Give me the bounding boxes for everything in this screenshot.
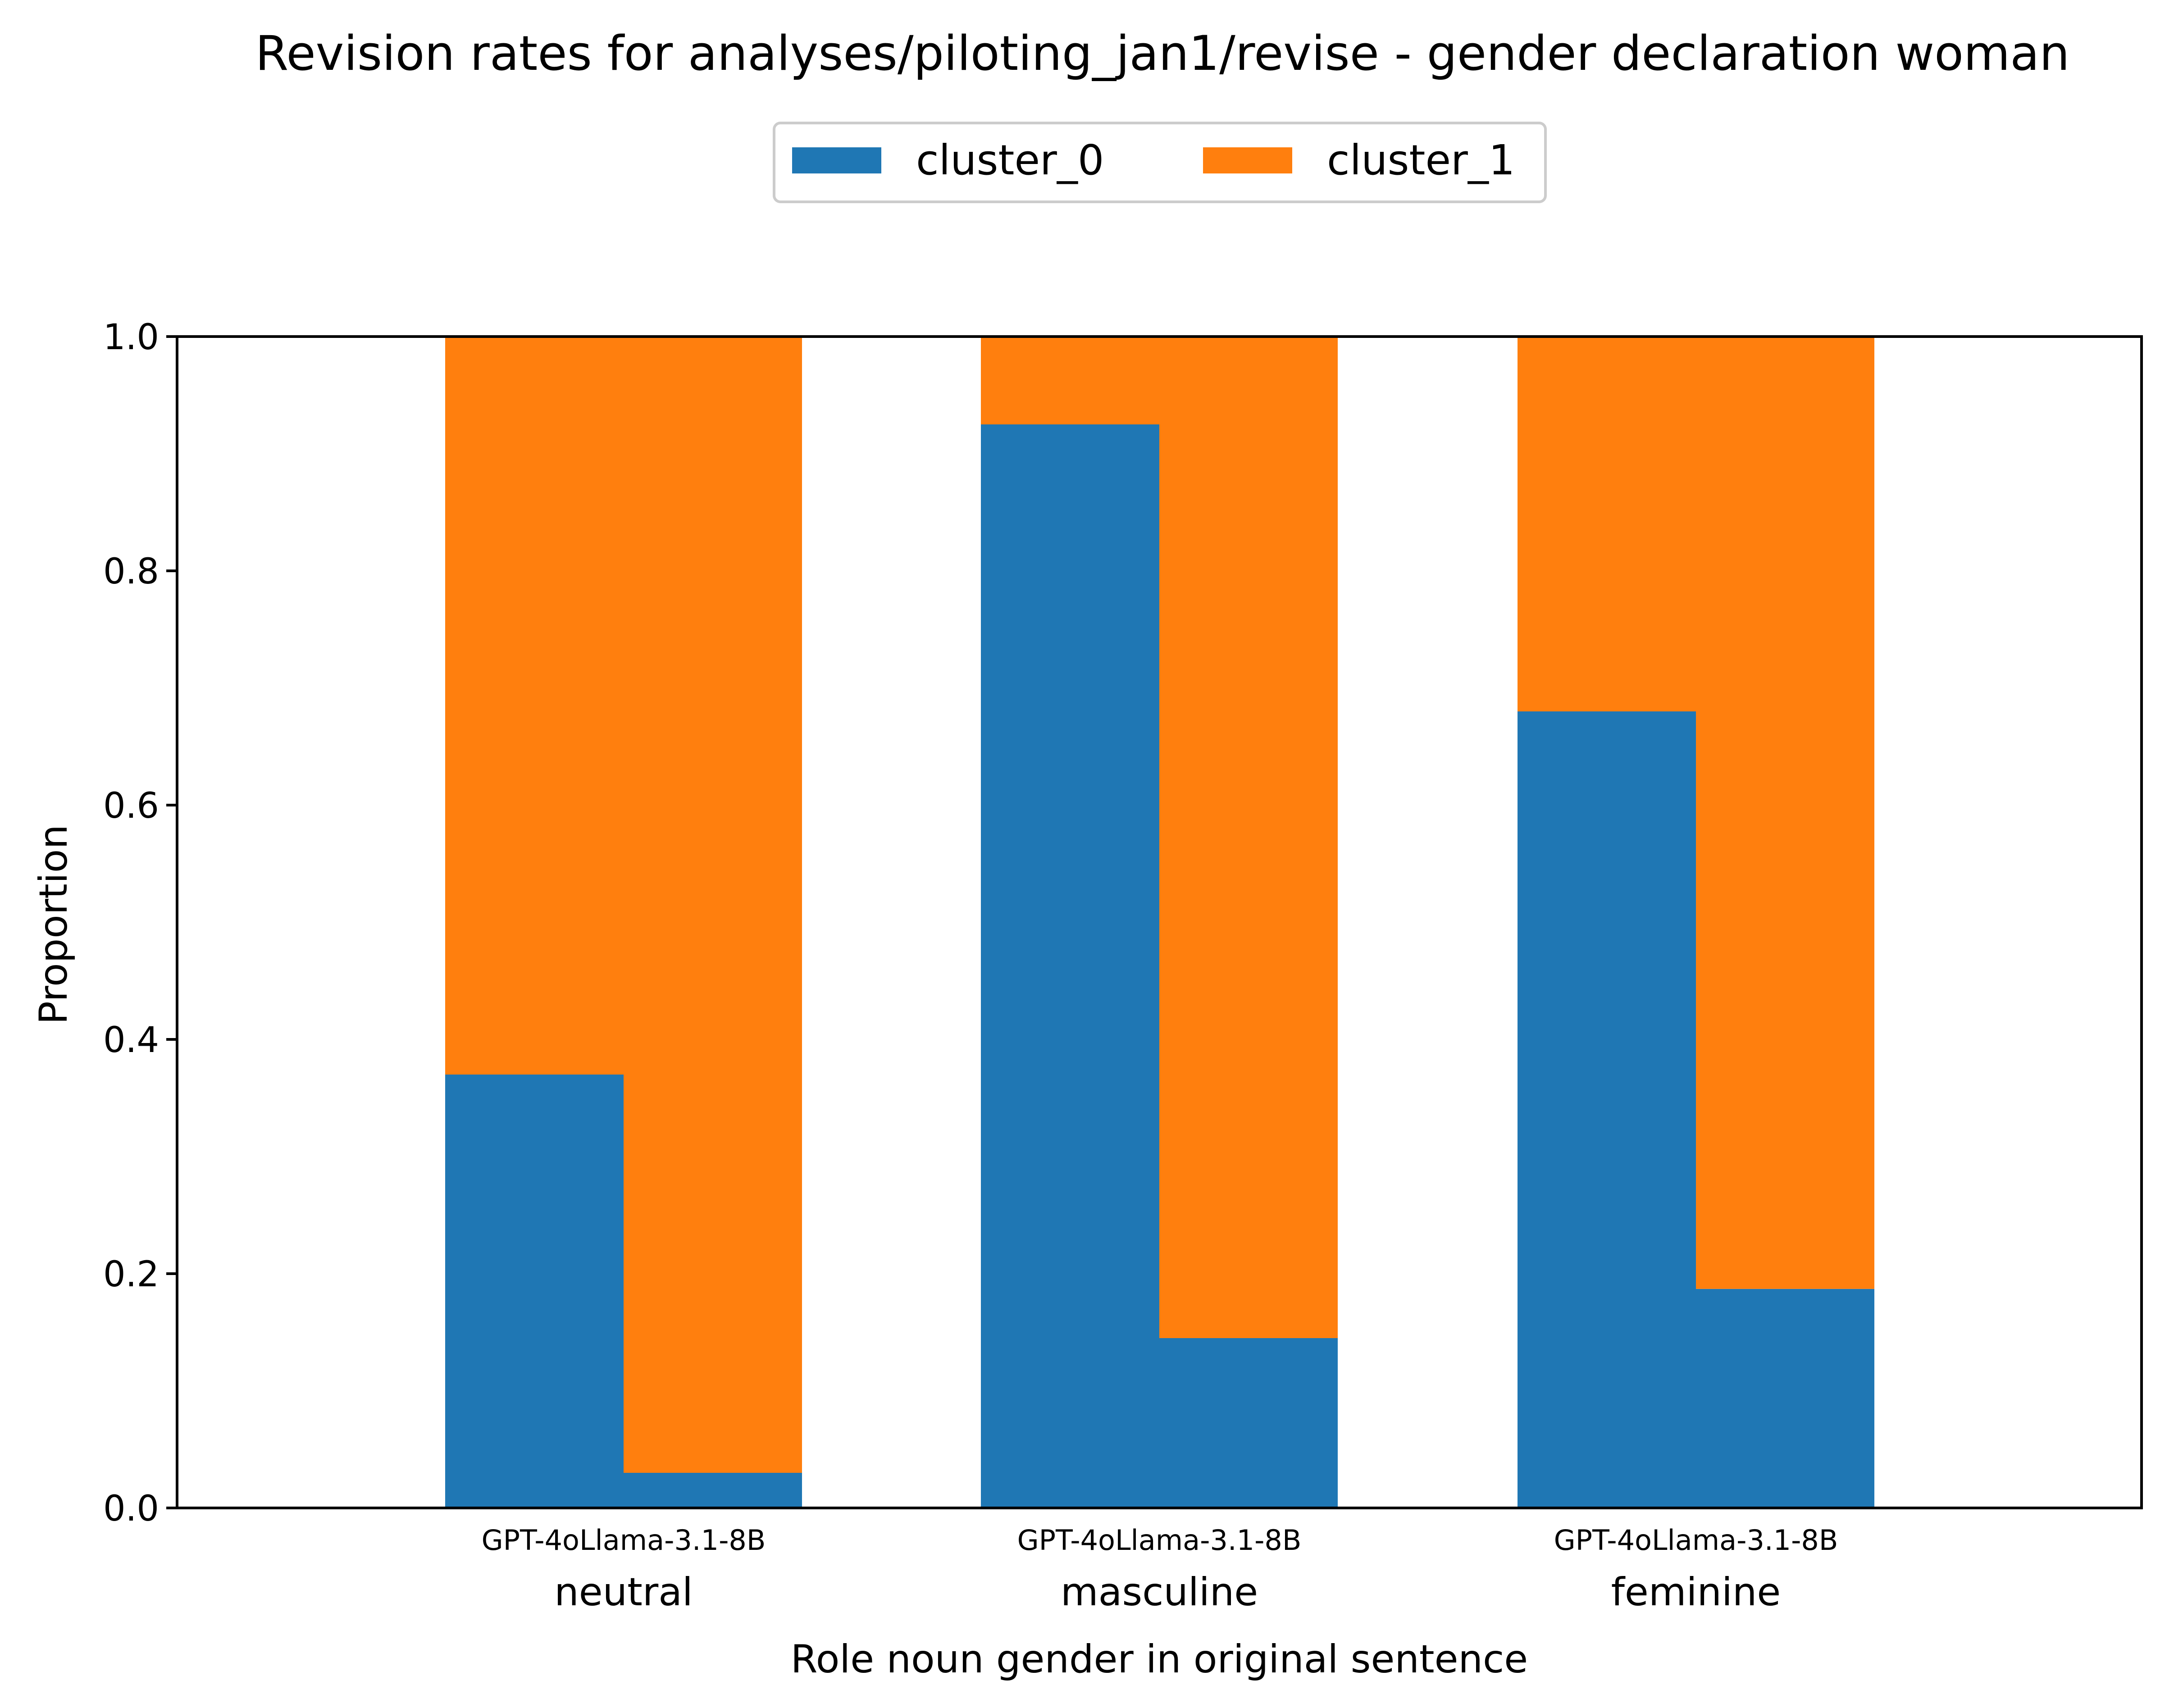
bar-feminine-gpt-4o-cluster-1 bbox=[1518, 337, 1696, 711]
y-tick-label: 0.4 bbox=[103, 1020, 159, 1061]
bar-neutral-gpt-4o-cluster-1 bbox=[445, 337, 624, 1075]
bar-feminine-gpt-4o-cluster-0 bbox=[1518, 711, 1696, 1508]
y-tick-label: 0.0 bbox=[103, 1489, 159, 1529]
y-tick-label: 0.2 bbox=[103, 1254, 159, 1295]
legend-swatch-cluster-1 bbox=[1203, 147, 1292, 173]
legend-label-cluster-1: cluster_1 bbox=[1327, 136, 1515, 184]
x-tick-model-label: GPT-4oLlama-3.1-8B bbox=[1017, 1524, 1302, 1557]
x-tick-category-label: neutral bbox=[554, 1570, 693, 1615]
y-tick-label: 0.8 bbox=[103, 551, 159, 592]
y-axis-label: Proportion bbox=[31, 824, 76, 1025]
x-tick-model-label: GPT-4oLlama-3.1-8B bbox=[1554, 1524, 1838, 1557]
legend-swatch-cluster-0 bbox=[792, 147, 881, 173]
x-axis-label: Role noun gender in original sentence bbox=[791, 1637, 1528, 1682]
legend-frame bbox=[773, 122, 1547, 203]
bar-neutral-llama-3-1-8b-cluster-1 bbox=[624, 337, 802, 1473]
plot-frame bbox=[176, 335, 2143, 1509]
chart-title: Revision rates for analyses/piloting_jan… bbox=[255, 26, 2070, 81]
bar-feminine-llama-3-1-8b-cluster-0 bbox=[1696, 1289, 1874, 1508]
bar-neutral-llama-3-1-8b-cluster-0 bbox=[624, 1473, 802, 1508]
bar-neutral-gpt-4o-cluster-0 bbox=[445, 1075, 624, 1508]
bar-feminine-llama-3-1-8b-cluster-1 bbox=[1696, 337, 1874, 1289]
x-tick-category-label: feminine bbox=[1611, 1570, 1781, 1615]
bar-masculine-llama-3-1-8b-cluster-1 bbox=[1159, 337, 1338, 1338]
bar-masculine-llama-3-1-8b-cluster-0 bbox=[1159, 1338, 1338, 1508]
legend-label-cluster-0: cluster_0 bbox=[916, 136, 1104, 184]
bar-masculine-gpt-4o-cluster-0 bbox=[981, 424, 1159, 1508]
y-axis-ticks: 0.0 0.2 0.4 0.6 0.8 1.0 bbox=[103, 317, 177, 1529]
bars bbox=[445, 337, 1874, 1508]
y-tick-label: 0.6 bbox=[103, 786, 159, 826]
legend: cluster_0 cluster_1 bbox=[773, 122, 1547, 203]
x-tick-model-label: GPT-4oLlama-3.1-8B bbox=[482, 1524, 766, 1557]
y-tick-label: 1.0 bbox=[103, 317, 159, 358]
x-tick-category-label: masculine bbox=[1061, 1570, 1258, 1615]
bar-masculine-gpt-4o-cluster-1 bbox=[981, 337, 1159, 424]
x-axis-ticks: GPT-4oLlama-3.1-8B neutral GPT-4oLlama-3.1… bbox=[482, 1524, 1838, 1615]
